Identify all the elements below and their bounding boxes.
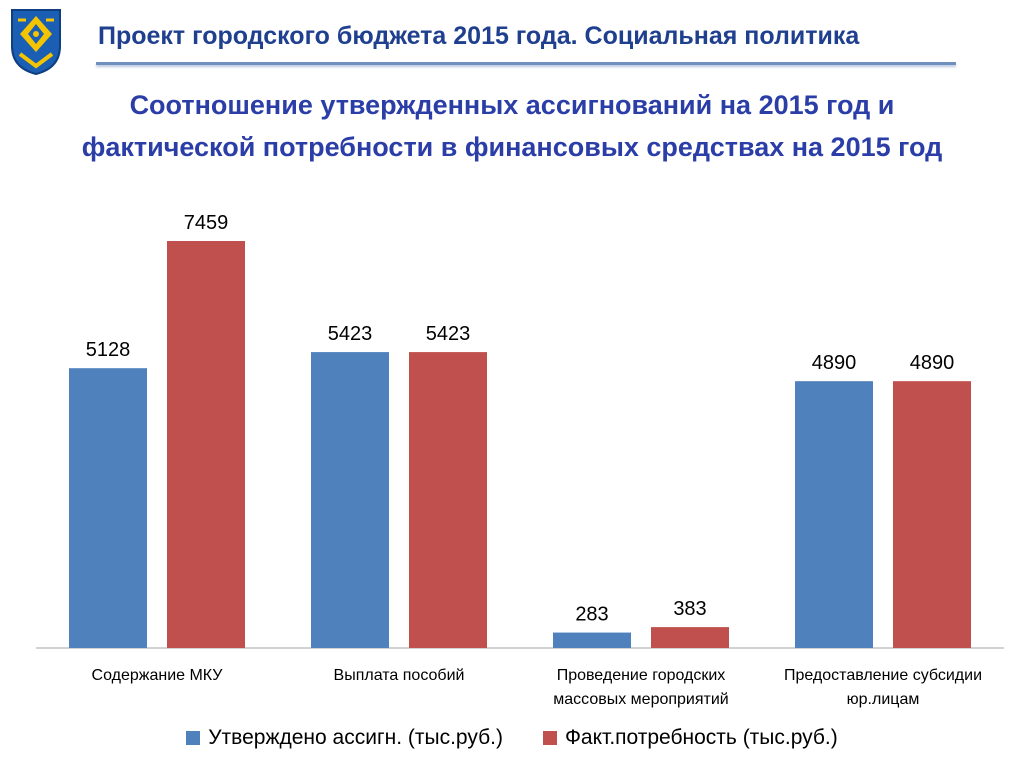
bar-series-1-cat-3 xyxy=(553,632,631,648)
city-coat-of-arms-icon xyxy=(11,9,61,76)
data-label-series-1-cat-4: 4890 xyxy=(812,352,857,374)
chart-title-line-1: Соотношение утвержденных ассигнований на… xyxy=(129,90,895,120)
data-label-series-2-cat-1: 7459 xyxy=(184,212,229,234)
category-label-3: Проведение городских массовых мероприятий xyxy=(521,664,761,712)
legend-label-series-2: Факт.потребность (тыс.руб.) xyxy=(564,726,838,749)
chart-legend: Утверждено ассигн. (тыс.руб.) Факт.потре… xyxy=(0,726,1024,750)
data-label-series-1-cat-1: 5128 xyxy=(86,339,131,361)
category-label-1: Содержание МКУ xyxy=(37,664,277,688)
bar-series-1-cat-4 xyxy=(795,381,873,648)
data-label-series-2-cat-3: 383 xyxy=(673,598,706,620)
category-label-3-line-2: массовых мероприятий xyxy=(553,691,729,708)
legend-swatch-series-2 xyxy=(542,731,557,745)
legend-swatch-series-1 xyxy=(186,731,201,745)
legend-item-series-2: Факт.потребность (тыс.руб.) xyxy=(542,726,838,750)
bar-series-2-cat-4 xyxy=(893,381,971,648)
bar-series-1-cat-1 xyxy=(69,368,147,648)
category-label-4-line-1: Предоставление субсидии xyxy=(783,667,983,684)
bar-series-1-cat-2 xyxy=(311,352,389,648)
chart-title-line-2: фактической потребности в финансовых сре… xyxy=(81,132,943,162)
category-label-2-line-1: Выплата пособий xyxy=(333,667,465,684)
legend-label-series-1: Утверждено ассигн. (тыс.руб.) xyxy=(208,726,503,749)
category-label-1-line-1: Содержание МКУ xyxy=(91,667,223,684)
category-label-4: Предоставление субсидии юр.лицам xyxy=(763,664,1003,712)
data-label-series-1-cat-2: 5423 xyxy=(328,323,373,345)
category-label-4-line-2: юр.лицам xyxy=(846,691,920,708)
category-label-3-line-1: Проведение городских xyxy=(556,667,726,684)
chart-title: Соотношение утвержденных ассигнований на… xyxy=(20,84,1004,168)
header-divider xyxy=(96,62,956,65)
page-title: Проект городского бюджета 2015 года. Соц… xyxy=(98,22,860,50)
data-label-series-1-cat-3: 283 xyxy=(575,604,608,626)
bar-series-2-cat-3 xyxy=(651,627,729,648)
data-label-series-2-cat-2: 5423 xyxy=(426,323,471,345)
data-label-series-2-cat-4: 4890 xyxy=(910,352,955,374)
legend-item-series-1: Утверждено ассигн. (тыс.руб.) xyxy=(186,726,503,750)
bar-series-2-cat-1 xyxy=(167,241,245,648)
bar-series-2-cat-2 xyxy=(409,352,487,648)
category-label-2: Выплата пособий xyxy=(279,664,519,688)
